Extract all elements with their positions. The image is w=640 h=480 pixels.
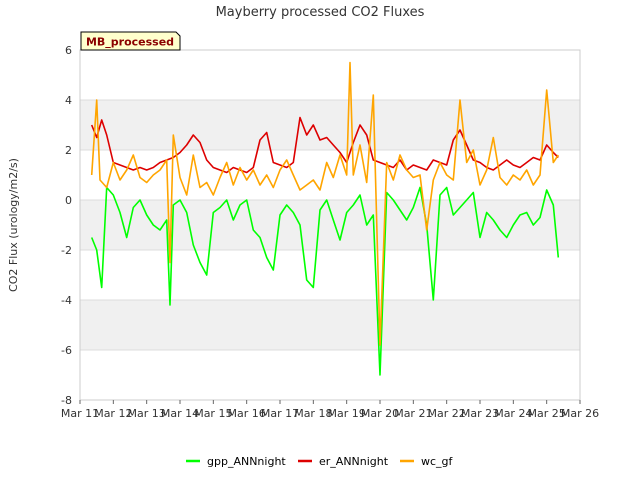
y-tick-label: 4 — [65, 94, 72, 107]
x-tick-label: Mar 20 — [361, 407, 399, 420]
x-tick-label: Mar 21 — [394, 407, 432, 420]
x-tick-label: Mar 16 — [228, 407, 266, 420]
x-tick-label: Mar 14 — [161, 407, 199, 420]
legend-item-er_ANNnight[interactable]: er_ANNnight — [298, 455, 389, 468]
series-layer — [90, 61, 560, 376]
legend[interactable]: gpp_ANNnight er_ANNnight wc_gf — [186, 455, 454, 468]
y-tick-label: 0 — [65, 194, 72, 207]
legend-label: wc_gf — [421, 455, 454, 468]
band--6-to--4 — [80, 300, 580, 350]
dataset-badge: MB_processed — [80, 31, 181, 51]
x-tick-label: Mar 18 — [294, 407, 332, 420]
legend-label: gpp_ANNnight — [207, 455, 286, 468]
x-tick-label: Mar 22 — [428, 407, 466, 420]
series-line-wc_gf — [90, 61, 559, 346]
legend-item-gpp_ANNnight[interactable]: gpp_ANNnight — [186, 455, 286, 468]
y-tick-label: -6 — [61, 344, 72, 357]
x-tick-label: Mar 15 — [194, 407, 232, 420]
legend-label: er_ANNnight — [319, 455, 389, 468]
badge-label: MB_processed — [86, 36, 174, 49]
legend-item-wc_gf[interactable]: wc_gf — [400, 455, 454, 468]
y-tick-label: -8 — [61, 394, 72, 407]
x-tick-label: Mar 24 — [494, 407, 532, 420]
y-tick-label: -4 — [61, 294, 72, 307]
plot-background-bands — [80, 50, 580, 400]
y-tick-label: -2 — [61, 244, 72, 257]
y-axis-label: CO2 Flux (urology/m2/s) — [7, 158, 20, 292]
band-0-to-2 — [80, 150, 580, 200]
y-axis-ticks: -8 -6 -4 -2 0 2 4 6 — [61, 44, 72, 407]
x-tick-label: Mar 13 — [128, 407, 166, 420]
plot-area-frame — [79, 49, 581, 401]
x-tick-label: Mar 23 — [461, 407, 499, 420]
band-4-to-6 — [80, 50, 580, 100]
chart-title: Mayberry processed CO2 Fluxes — [216, 5, 425, 20]
x-tick-label: Mar 19 — [328, 407, 366, 420]
series-line-gpp_ANNnight — [90, 186, 560, 376]
x-tick-label: Mar 17 — [261, 407, 299, 420]
x-tick-label: Mar 11 — [61, 407, 99, 420]
band--8-to--6 — [80, 350, 580, 400]
y-tick-label: 2 — [65, 144, 72, 157]
x-tick-label: Mar 12 — [94, 407, 132, 420]
band--4-to--2 — [80, 250, 580, 300]
x-tick-label: Mar 26 — [561, 407, 599, 420]
x-tick-label: Mar 25 — [528, 407, 566, 420]
badge-box — [80, 31, 181, 51]
y-tick-label: 6 — [65, 44, 72, 57]
band-2-to-4 — [80, 100, 580, 150]
